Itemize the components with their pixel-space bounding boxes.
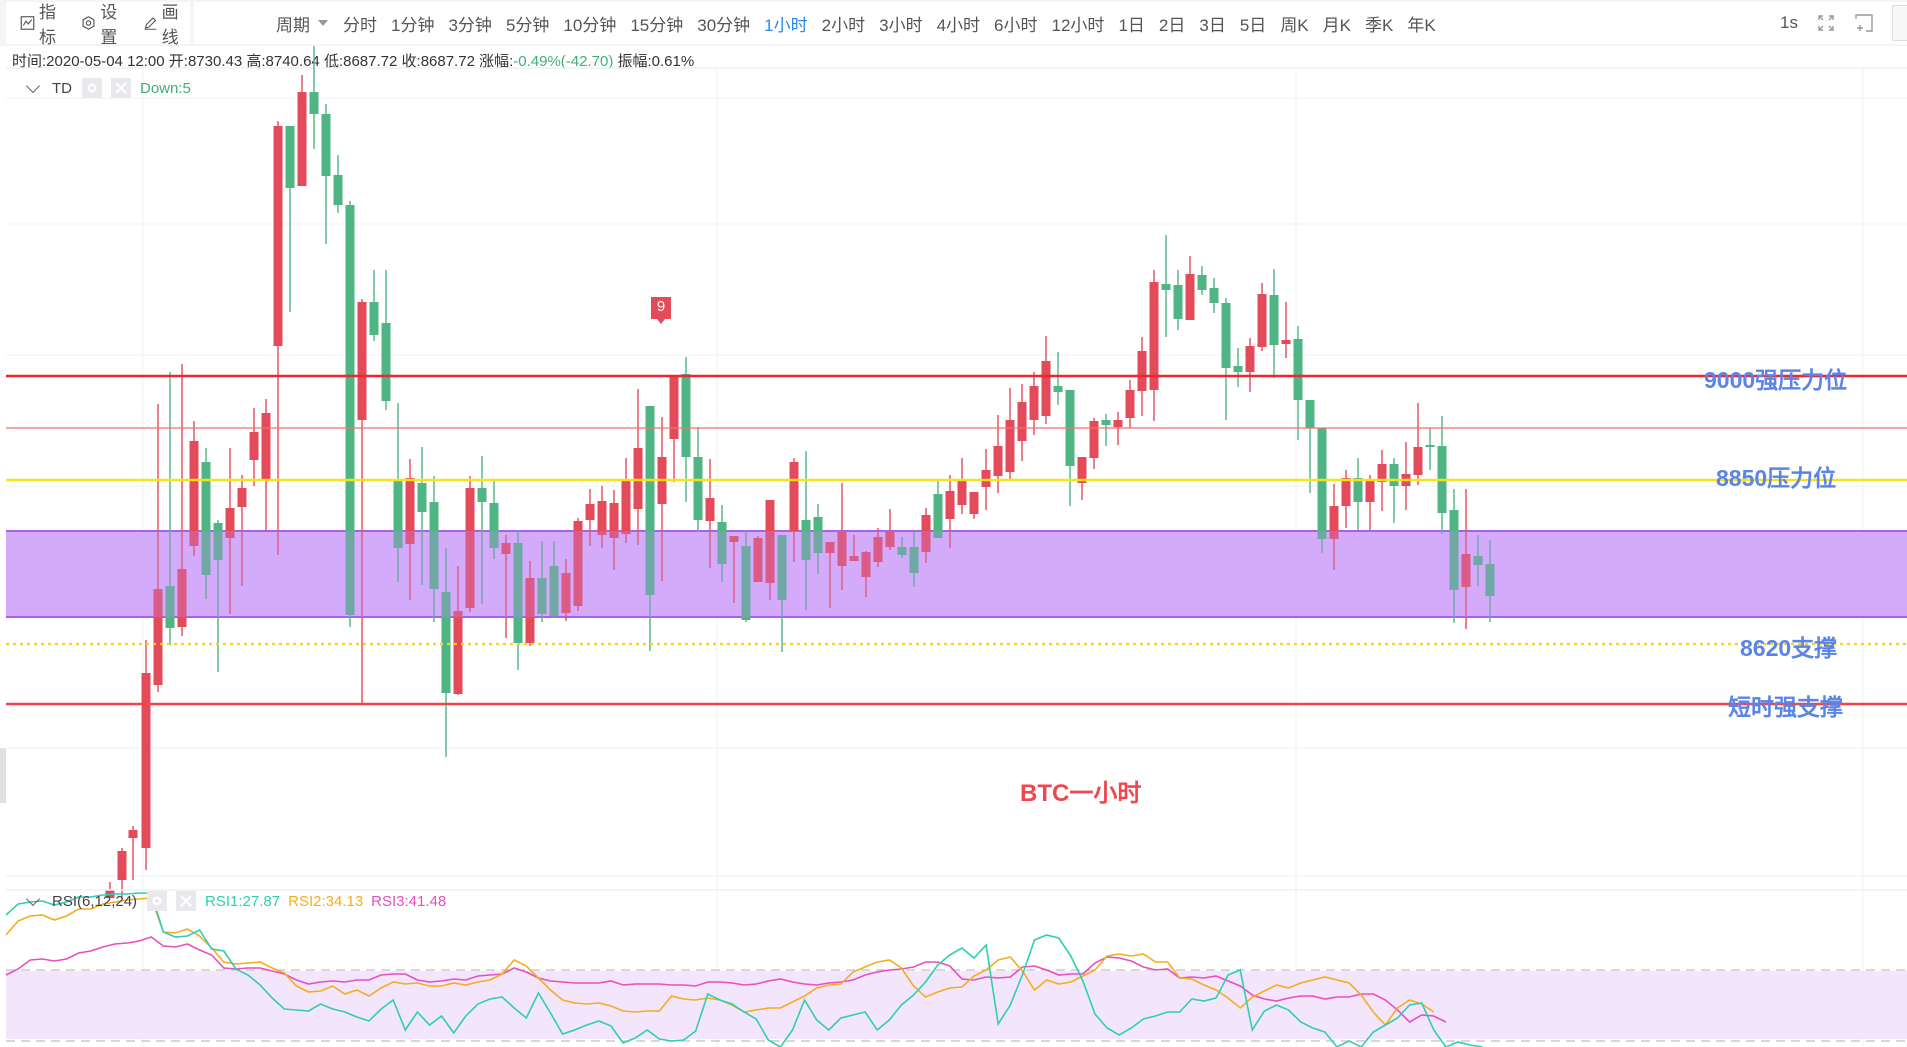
rsi-band xyxy=(6,971,1907,1039)
collapse-chevron-icon[interactable] xyxy=(25,78,41,94)
period-item[interactable]: 5分钟 xyxy=(505,15,550,35)
annotation-short-support: 短时强支撑 xyxy=(1728,694,1843,720)
annotation-8620-support: 8620支撑 xyxy=(1740,635,1838,661)
rsi-close-button[interactable] xyxy=(176,891,197,911)
chart-line-icon xyxy=(20,16,35,30)
period-item[interactable]: 30分钟 xyxy=(697,15,751,35)
draw-label: 画线 xyxy=(161,3,179,47)
rsi-legend: RSI(6,12,24) RSI1:27.87 RSI2:34.13 RSI3:… xyxy=(6,891,446,911)
period-item[interactable]: 年K xyxy=(1407,15,1436,35)
ohlc-info: 时间:2020-05-04 12:00 开:8730.43 高:8740.64 … xyxy=(12,50,694,71)
period-item[interactable]: 6小时 xyxy=(994,15,1038,35)
close-icon xyxy=(115,82,127,94)
td-legend: TD Down:5 xyxy=(6,78,191,98)
collapse-chevron-icon[interactable] xyxy=(25,891,41,907)
period-list: 分时 1分钟 3分钟 5分钟 10分钟 15分钟 30分钟 1小时 2小时 3小… xyxy=(336,11,1443,36)
change-label: 涨幅: xyxy=(479,53,514,70)
settings-button[interactable]: 设置 xyxy=(81,0,128,48)
amplitude-value: 0.61% xyxy=(651,53,695,70)
period-item[interactable]: 15分钟 xyxy=(630,15,684,35)
high-value: 8740.64 xyxy=(265,53,320,70)
candles xyxy=(6,46,1907,898)
gear-icon xyxy=(152,896,162,906)
high-label: 高: xyxy=(246,53,266,70)
open-label: 开: xyxy=(168,53,188,70)
period-item[interactable]: 3日 xyxy=(1199,15,1226,35)
toolbar-tools: 指标 设置 画线 xyxy=(6,2,190,47)
td-name: TD xyxy=(52,79,72,97)
period-item[interactable]: 10分钟 xyxy=(563,15,617,35)
period-item[interactable]: 3小时 xyxy=(879,15,923,35)
period-item[interactable]: 1分钟 xyxy=(391,15,435,35)
indicators-button[interactable]: 指标 xyxy=(20,0,67,48)
chart-annotation-title: BTC一小时 xyxy=(1020,780,1142,807)
period-item[interactable]: 2日 xyxy=(1158,15,1186,35)
rsi-name: RSI(6,12,24) xyxy=(52,892,138,910)
low-value: 8687.72 xyxy=(343,53,398,70)
period-item[interactable]: 周K xyxy=(1280,15,1309,35)
period-item[interactable]: 5日 xyxy=(1239,15,1267,35)
annotation-8850-resistance: 8850压力位 xyxy=(1716,465,1837,491)
close-label: 收: xyxy=(401,53,421,70)
period-dropdown[interactable]: 周期 xyxy=(276,11,336,36)
pencil-icon xyxy=(144,17,156,30)
consolidation-zone xyxy=(6,531,1907,617)
gear-icon xyxy=(87,83,97,93)
gear-icon xyxy=(82,16,95,30)
period-item[interactable]: 3分钟 xyxy=(448,15,492,35)
open-value: 8730.43 xyxy=(187,53,243,70)
close-value: 8687.72 xyxy=(420,53,475,70)
time-label: 时间: xyxy=(12,53,47,70)
change-value: -0.49%(-42.70) xyxy=(513,53,614,70)
rsi1-value: RSI1:27.87 xyxy=(205,892,281,910)
draw-button[interactable]: 画线 xyxy=(143,0,190,48)
period-item[interactable]: 分时 xyxy=(343,15,377,35)
low-label: 低: xyxy=(323,53,344,70)
rsi2-value: RSI2:34.13 xyxy=(288,892,364,910)
period-item[interactable]: 2小时 xyxy=(821,15,866,35)
panel-toggle[interactable] xyxy=(1892,5,1907,41)
period-bar: 周期 分时 1分钟 3分钟 5分钟 10分钟 15分钟 30分钟 1小时 2小时… xyxy=(194,2,1907,44)
sidebar-expand-handle[interactable] xyxy=(0,748,6,803)
td-close-button[interactable] xyxy=(111,78,131,98)
period-item[interactable]: 月K xyxy=(1322,15,1351,35)
td-marker-label: 9 xyxy=(656,298,666,315)
td-settings-button[interactable] xyxy=(82,78,102,98)
period-item-active[interactable]: 1小时 xyxy=(764,15,808,35)
period-item[interactable]: 4小时 xyxy=(936,15,981,35)
add-window-icon[interactable] xyxy=(1854,13,1874,33)
caret-down-icon xyxy=(318,20,328,26)
rsi3-value: RSI3:41.48 xyxy=(371,892,447,910)
toolbar-right: 1s xyxy=(1780,2,1907,44)
rsi-lines xyxy=(5,892,1483,1047)
period-item[interactable]: 季K xyxy=(1365,15,1394,35)
period-item[interactable]: 1日 xyxy=(1118,15,1145,35)
settings-label: 设置 xyxy=(100,3,118,47)
close-icon xyxy=(180,895,192,907)
rsi-settings-button[interactable] xyxy=(147,891,168,911)
period-item[interactable]: 12小时 xyxy=(1051,15,1105,35)
td-value: Down:5 xyxy=(140,79,191,97)
period-dropdown-label: 周期 xyxy=(276,15,310,35)
toolbar: 指标 设置 画线 周期 分时 1分钟 3分钟 5分钟 10分钟 15分钟 30分… xyxy=(0,0,1907,47)
fullscreen-icon[interactable] xyxy=(1816,13,1836,33)
refresh-speed[interactable]: 1s xyxy=(1780,13,1798,32)
time-value: 2020-05-04 12:00 xyxy=(46,53,165,70)
indicators-label: 指标 xyxy=(39,3,56,47)
amplitude-label: 振幅: xyxy=(617,53,652,70)
annotation-9000-resistance: 9000强压力位 xyxy=(1704,367,1848,393)
